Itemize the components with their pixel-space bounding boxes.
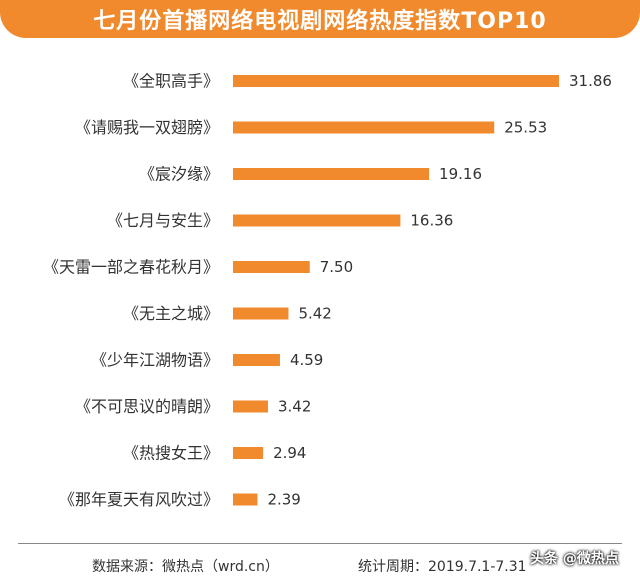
category-label: 《宸汐缘》 — [139, 165, 219, 184]
category-label: 《热搜女王》 — [123, 444, 219, 463]
category-label: 《七月与安生》 — [107, 211, 219, 230]
watermark: 头条 @微热点 — [530, 548, 619, 568]
value-label: 2.39 — [267, 491, 300, 509]
chart-title: 七月份首播网络电视剧网络热度指数TOP10 — [0, 0, 640, 38]
data-source-text: 数据来源：微热点（wrd.cn） — [92, 559, 279, 575]
footer-divider — [18, 543, 622, 544]
bar — [233, 493, 258, 506]
value-label: 5.42 — [298, 305, 331, 323]
category-label: 《无主之城》 — [123, 304, 219, 323]
bar — [233, 121, 495, 134]
bar — [233, 168, 430, 180]
value-label: 19.16 — [439, 165, 482, 183]
category-label: 《全职高手》 — [123, 72, 219, 91]
value-label: 31.86 — [569, 72, 612, 90]
bar — [233, 214, 401, 227]
bar — [233, 354, 280, 366]
watermark-text: 头条 @微热点 — [530, 551, 619, 567]
bar — [233, 75, 559, 87]
bar — [233, 400, 268, 413]
bar — [233, 261, 310, 273]
value-label: 25.53 — [504, 119, 547, 137]
category-label: 《请赐我一双翅膀》 — [75, 118, 219, 137]
footer: 数据来源：微热点（wrd.cn） 统计周期：2019.7.1-7.31 — [0, 552, 640, 576]
value-label: 4.59 — [290, 351, 323, 369]
statistics-period-text: 统计周期：2019.7.1-7.31 — [358, 559, 527, 575]
bar — [233, 307, 289, 320]
value-label: 2.94 — [273, 444, 306, 462]
bar-chart: 《全职高手》 31.86 《请赐我一双翅膀》 25.53 《宸汐缘》 19.16 《七月与安… — [43, 72, 612, 510]
category-label: 《少年江湖物语》 — [91, 351, 219, 370]
category-label: 《那年夏天有风吹过》 — [59, 490, 219, 509]
value-label: 16.36 — [410, 212, 453, 230]
value-label: 7.50 — [320, 258, 353, 276]
value-label: 3.42 — [278, 398, 311, 416]
bar — [233, 447, 264, 459]
category-label: 《天雷一部之春花秋月》 — [43, 258, 219, 277]
category-label: 《不可思议的晴朗》 — [75, 397, 219, 416]
